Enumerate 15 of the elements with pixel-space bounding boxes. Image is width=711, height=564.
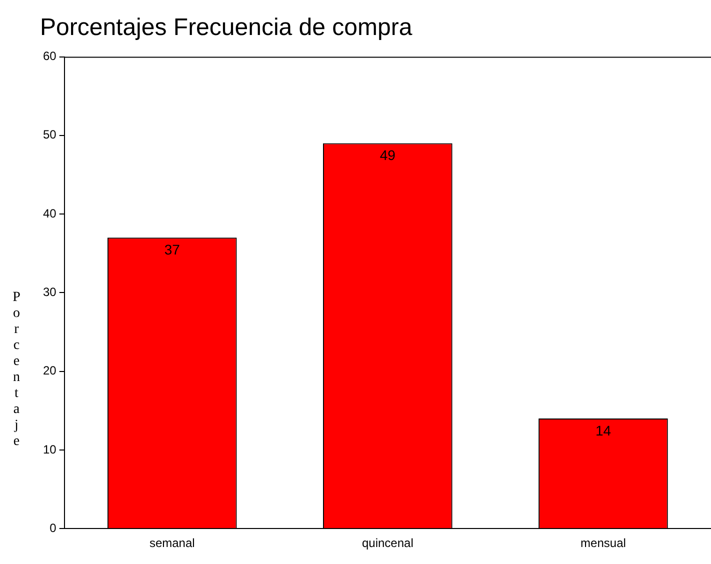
y-tick-label: 20: [42, 364, 57, 378]
x-tick-label: quincenal: [362, 536, 414, 550]
data-label: 49: [380, 147, 396, 164]
data-label: 14: [595, 422, 612, 438]
y-tick-label: 40: [42, 206, 57, 220]
data-label: 37: [164, 242, 180, 258]
y-tick-label: 50: [42, 128, 57, 142]
x-tick-label: semanal: [149, 536, 195, 550]
y-tick-label: 10: [42, 442, 57, 456]
y-tick-label: 0: [50, 520, 57, 535]
x-tick-label: mensual: [580, 536, 626, 550]
y-tick-label: 60: [42, 49, 57, 64]
y-tick-label: 30: [42, 285, 57, 300]
chart-title: Porcentajes Frecuencia de compra: [40, 14, 413, 42]
y-axis-title: Porcentaje: [8, 290, 24, 450]
